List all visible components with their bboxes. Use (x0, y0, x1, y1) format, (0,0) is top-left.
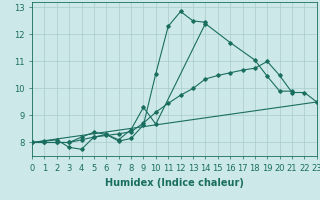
X-axis label: Humidex (Indice chaleur): Humidex (Indice chaleur) (105, 178, 244, 188)
